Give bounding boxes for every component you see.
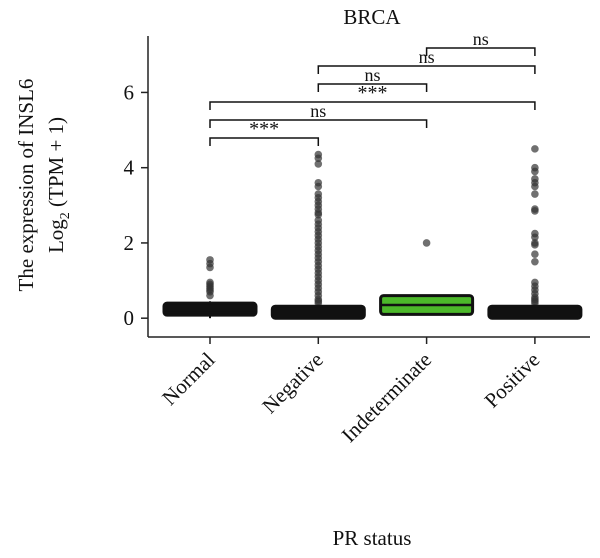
x-tick-label: Indeterminate [337, 348, 436, 447]
outlier-point [531, 145, 539, 153]
outlier-point [531, 233, 539, 242]
y-axis-label-log: Log [44, 219, 68, 253]
outlier-point [531, 257, 539, 266]
y-axis-label-line2: Log2 (TPM + 1) [44, 117, 73, 253]
outlier-point [314, 160, 323, 168]
significance-bracket [209, 119, 428, 128]
significance-label: ns [419, 47, 435, 67]
significance-bracket [317, 83, 428, 92]
outlier-point [206, 263, 214, 272]
y-axis-label-tpm: (TPM + 1) [44, 117, 68, 212]
x-tick-label: Positive [480, 348, 545, 413]
outlier-point [531, 182, 539, 191]
outlier-point [314, 210, 323, 219]
outlier-point [206, 291, 214, 300]
x-axis-label: PR status [333, 526, 412, 550]
y-tick-label: 2 [124, 231, 135, 255]
y-axis-label-subscript: 2 [58, 212, 73, 219]
x-tick-label: Normal [157, 347, 219, 409]
outlier-point [531, 241, 539, 249]
outlier-point [531, 207, 539, 215]
outlier-point [531, 250, 539, 259]
y-tick-label: 0 [124, 306, 135, 330]
outlier-point [314, 154, 323, 163]
y-tick-label: 6 [124, 80, 135, 104]
significance-bracket [317, 65, 536, 74]
significance-bracket [425, 47, 536, 56]
significance-label: ns [364, 65, 380, 85]
outlier-point [314, 182, 323, 191]
outlier-point [422, 239, 431, 247]
significance-bracket [209, 137, 320, 146]
chart-title: BRCA [343, 5, 401, 29]
y-tick-label: 4 [124, 156, 135, 180]
significance-label: *** [357, 82, 387, 104]
significance-bracket [209, 101, 536, 110]
plot-area: 0 2 4 6 Normal Negative Indeterminate Positive *… [124, 29, 590, 447]
outlier-point [531, 167, 539, 176]
x-tick-label: Negative [257, 348, 328, 419]
significance-label: ns [310, 101, 326, 121]
outlier-point [531, 190, 539, 198]
significance-label: *** [249, 118, 279, 140]
significance-label: ns [473, 29, 489, 49]
y-axis-label-line1: The expression of INSL6 [14, 79, 38, 292]
